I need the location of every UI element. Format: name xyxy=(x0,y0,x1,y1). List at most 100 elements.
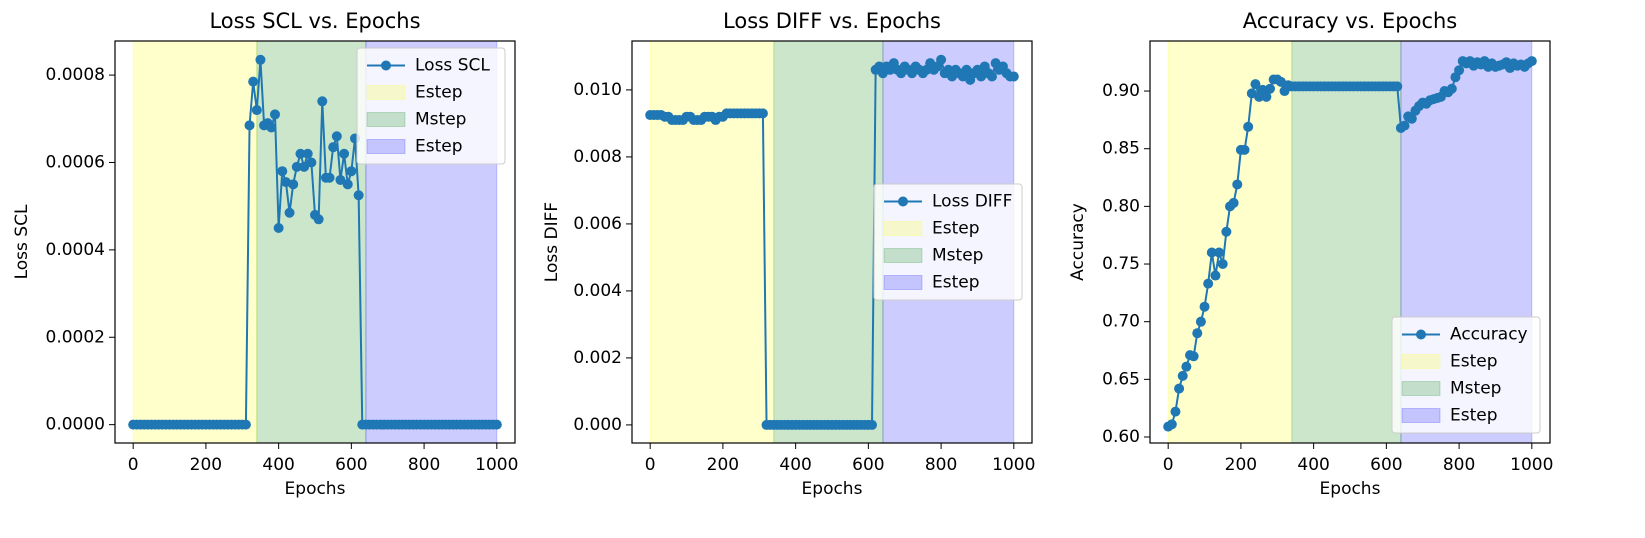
legend-label: Mstep xyxy=(415,110,466,130)
legend-label: Estep xyxy=(1450,406,1498,426)
marker xyxy=(1217,259,1228,270)
marker xyxy=(1203,278,1214,289)
marker xyxy=(491,419,502,430)
y-tick-label: 0.85 xyxy=(1102,139,1140,159)
marker xyxy=(1399,120,1410,131)
marker xyxy=(295,148,306,159)
legend: Loss DIFF Estep Mstep Estep xyxy=(873,183,1023,301)
series xyxy=(645,54,1019,430)
legend-label: Loss DIFF xyxy=(932,192,1012,212)
x-tick-label: 800 xyxy=(925,455,957,475)
marker xyxy=(291,161,302,172)
series xyxy=(1163,56,1537,432)
marker xyxy=(1195,316,1206,327)
x-tick-label: 200 xyxy=(707,455,739,475)
legend-patch xyxy=(366,112,406,127)
marker xyxy=(867,419,877,430)
y-axis-label: Loss SCL xyxy=(12,204,32,279)
y-tick-label: 0.0008 xyxy=(46,65,105,85)
legend-label: Estep xyxy=(932,273,980,293)
legend-marker xyxy=(1416,329,1426,340)
marker xyxy=(255,54,266,65)
legend-label: Estep xyxy=(415,83,463,103)
marker xyxy=(757,108,768,119)
marker xyxy=(1265,83,1275,94)
y-axis-label: Loss DIFF xyxy=(542,202,562,282)
x-tick-label: 0 xyxy=(645,455,656,475)
legend-label: Accuracy xyxy=(1450,325,1528,345)
legend-patch xyxy=(366,139,406,154)
y-tick-label: 0.70 xyxy=(1102,312,1140,332)
x-tick-label: 600 xyxy=(852,455,884,475)
axes-frame xyxy=(1149,40,1551,444)
axes-frame xyxy=(114,40,516,444)
y-tick-label: 0.010 xyxy=(573,80,622,100)
marker xyxy=(284,207,295,218)
y-tick-label: 0.65 xyxy=(1102,369,1140,389)
marker xyxy=(1181,361,1192,372)
legend-label: Estep xyxy=(932,219,980,239)
y-axis-label: Accuracy xyxy=(1068,203,1088,281)
chart-title: Accuracy vs. Epochs xyxy=(1243,9,1458,33)
marker xyxy=(248,76,259,87)
y-tick-label: 0.006 xyxy=(573,214,622,234)
x-tick-label: 200 xyxy=(190,455,222,475)
legend-marker xyxy=(898,196,908,207)
marker xyxy=(288,179,299,190)
marker xyxy=(1170,406,1181,417)
marker xyxy=(339,148,350,159)
span xyxy=(132,40,258,444)
panel: 0 200 400 600 800 1000 0.60 0.65 0.70 0.75 0.80 0.8… xyxy=(1068,9,1553,499)
legend-label: Estep xyxy=(415,137,463,157)
series xyxy=(0,54,502,430)
marker xyxy=(1199,301,1210,312)
legend-patch xyxy=(1401,381,1441,396)
marker xyxy=(277,166,288,177)
y-tick-label: 0.60 xyxy=(1102,427,1140,447)
marker xyxy=(1206,247,1217,258)
x-tick-label: 600 xyxy=(1370,455,1402,475)
marker xyxy=(1250,79,1261,90)
x-tick-label: 800 xyxy=(1443,455,1475,475)
y-tick-label: 0.0006 xyxy=(46,152,105,172)
marker xyxy=(1239,144,1250,155)
marker xyxy=(1166,419,1177,430)
marker xyxy=(1228,197,1239,208)
legend: Loss SCL Estep Mstep Estep xyxy=(356,47,506,165)
x-axis-label: Epochs xyxy=(285,479,346,499)
marker xyxy=(1192,328,1203,339)
marker xyxy=(328,142,339,153)
marker xyxy=(266,122,277,133)
axes-frame xyxy=(631,40,1033,444)
marker xyxy=(0,420,5,430)
marker xyxy=(353,190,364,201)
span xyxy=(649,40,775,444)
x-tick-label: 200 xyxy=(1225,455,1257,475)
legend-patch xyxy=(1401,408,1441,423)
x-tick-label: 0 xyxy=(1163,455,1174,475)
y-tick-label: 0.004 xyxy=(573,281,622,301)
x-tick-label: 1000 xyxy=(475,455,518,475)
span xyxy=(256,40,367,444)
marker xyxy=(1446,83,1457,94)
y-tick-label: 0.008 xyxy=(573,147,622,167)
marker xyxy=(331,131,342,142)
chart-title: Loss DIFF vs. Epochs xyxy=(723,9,941,33)
legend-patch xyxy=(883,248,923,263)
marker xyxy=(1406,113,1417,124)
span xyxy=(1291,40,1402,444)
y-tick-label: 0.0000 xyxy=(46,415,105,435)
x-tick-label: 1000 xyxy=(992,455,1035,475)
y-tick-label: 0.75 xyxy=(1102,254,1140,274)
legend-box xyxy=(356,47,506,165)
marker xyxy=(1221,226,1232,237)
marker xyxy=(1526,56,1537,67)
marker xyxy=(1214,247,1225,258)
marker xyxy=(240,419,251,430)
marker xyxy=(317,96,328,107)
legend-patch xyxy=(1401,354,1441,369)
x-tick-label: 400 xyxy=(779,455,811,475)
y-tick-label: 0.0002 xyxy=(46,327,105,347)
